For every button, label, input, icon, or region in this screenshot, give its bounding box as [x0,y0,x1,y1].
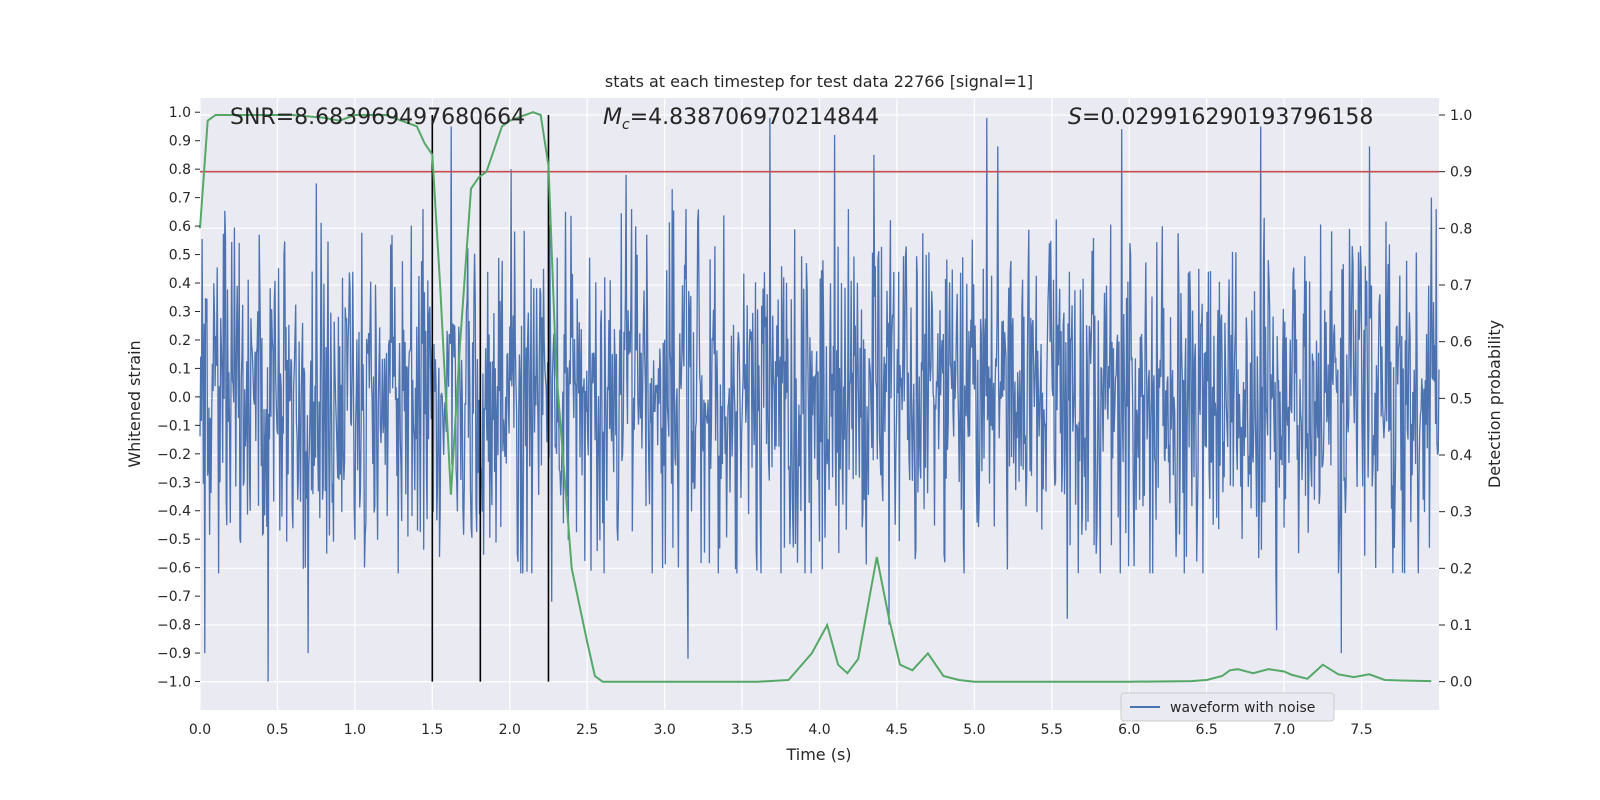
y-axis-label-left: Whitened strain [125,340,144,467]
y-tick-label-right: 0.8 [1450,221,1472,237]
y-tick-label-right: 1.0 [1450,108,1472,124]
y-tick-label-right: 0.0 [1450,675,1472,691]
x-tick-label: 0.5 [266,722,288,738]
x-tick-label: 2.0 [499,722,521,738]
y-tick-label-left: 0.2 [169,333,191,349]
x-tick-label: 1.0 [344,722,366,738]
y-tick-label-left: 0.6 [169,219,191,235]
y-tick-label-left: 0.9 [169,134,191,150]
x-tick-label: 4.5 [886,722,908,738]
chirp-mass-value: =4.838706970214844 [630,105,879,130]
x-tick-label: 2.5 [576,722,598,738]
probability-line [199,111,1432,683]
chirp-mass-annotation: Mc=4.838706970214844 [603,105,879,133]
y-tick-label-right: 0.9 [1450,165,1472,181]
x-tick-label: 3.5 [731,722,753,738]
y-tick-label-left: 0.4 [169,276,191,292]
y-tick-label-right: 0.5 [1450,391,1472,407]
y-tick-label-left: −0.8 [157,618,191,634]
legend: waveform with noise [1120,692,1335,722]
s-value: =0.029916290193796158 [1082,105,1373,130]
y-tick-label-right: 0.3 [1450,505,1472,521]
x-tick-label: 0.0 [189,722,211,738]
y-tick-label-left: 0.8 [169,162,191,178]
y-tick-label-right: 0.4 [1450,448,1472,464]
chirp-mass-subscript: c [622,117,630,133]
x-tick-label: 7.0 [1273,722,1295,738]
tick-labels: 0.0 0.5 1.0 1.5 2.0 2.5 3.0 3.5 4.0 4.5 5.0 5.5 6.0 6… [157,105,1472,738]
y-tick-label-left: 0.7 [169,191,191,207]
marker-lines [200,115,1439,682]
snr-annotation: SNR=8.683969497680664 [230,105,525,130]
x-tick-label: 5.5 [1041,722,1063,738]
y-tick-label-left: −0.3 [157,475,191,491]
y-tick-label-right: 0.2 [1450,561,1472,577]
x-tick-label: 7.5 [1350,722,1372,738]
y-tick-label-left: −0.7 [157,589,191,605]
y-tick-label-left: −0.1 [157,418,191,434]
y-tick-label-right: 0.6 [1450,335,1472,351]
y-tick-label-left: 1.0 [169,105,191,121]
y-tick-label-left: −0.2 [157,447,191,463]
waveform-series [199,117,1440,682]
y-tick-label-left: 0.5 [169,248,191,264]
s-annotation: S=0.029916290193796158 [1068,105,1373,130]
y-tick-label-right: 0.7 [1450,278,1472,294]
waveform-line [199,117,1440,682]
chirp-mass-symbol: M [603,105,622,130]
y-tick-label-left: −0.4 [157,504,191,520]
y-tick-label-left: −1.0 [157,675,191,691]
x-tick-label: 1.5 [421,722,443,738]
y-axis-label-right: Detection probability [1485,320,1504,488]
x-tick-label: 3.0 [653,722,675,738]
y-tick-label-left: −0.6 [157,561,191,577]
y-tick-label-left: −0.5 [157,532,191,548]
s-symbol: S [1068,105,1082,130]
probability-series [199,111,1432,683]
y-tick-label-left: −0.9 [157,646,191,662]
legend-box [1120,692,1335,722]
x-axis-label: Time (s) [785,745,851,764]
chart-title: stats at each timestep for test data 227… [605,72,1033,91]
y-tick-label-right: 0.1 [1450,618,1472,634]
y-tick-label-left: 0.1 [169,361,191,377]
y-tick-label-left: 0.3 [169,304,191,320]
x-tick-label: 5.0 [963,722,985,738]
x-tick-label: 6.5 [1196,722,1218,738]
y-tick-label-left: 0.0 [169,390,191,406]
x-tick-label: 4.0 [808,722,830,738]
legend-waveform-label: waveform with noise [1170,700,1315,716]
x-tick-label: 6.0 [1118,722,1140,738]
